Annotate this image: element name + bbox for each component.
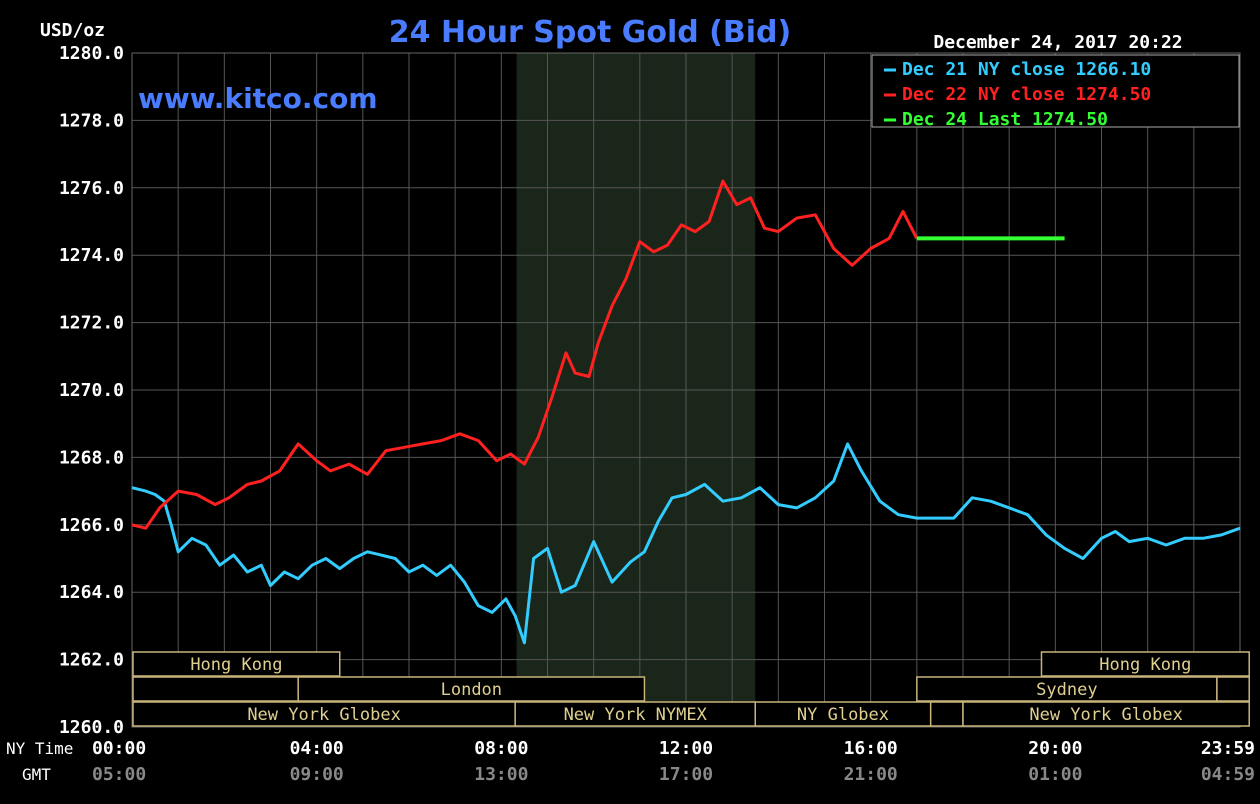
session-bar [514, 701, 757, 727]
y-tick-label: 1264.0 [59, 582, 124, 603]
y-tick-label: 1268.0 [59, 447, 124, 468]
chart-title: 24 Hour Spot Gold (Bid) [389, 15, 791, 50]
y-tick-label: 1278.0 [59, 110, 124, 131]
y-tick-label: 1266.0 [59, 515, 124, 536]
session-label: NY Globex [797, 705, 889, 725]
y-tick-label: 1262.0 [59, 650, 124, 671]
plot-border [131, 52, 1241, 728]
ny-time-row-label: NY Time [6, 739, 73, 758]
market-sessions: Hong Kong Hong Kong London Sydney New York G… [132, 651, 1250, 727]
session-label: Sydney [1036, 680, 1097, 700]
legend-entry: Dec 24 Last 1274.50 [902, 109, 1108, 130]
session-bar [132, 676, 299, 702]
x-tick-labels: 00:00 05:00 04:00 09:00 08:00 13:00 12:00 17:00… [92, 738, 1255, 785]
timestamp: December 24, 2017 20:22 [933, 32, 1182, 53]
session-bar [962, 701, 1250, 727]
x-tick-label-gmt: 21:00 [844, 764, 898, 785]
price-series [131, 179, 1241, 645]
session-label: New York NYMEX [564, 705, 708, 725]
x-tick-label-gmt: 13:00 [474, 764, 528, 785]
x-tick-label-ny: 23:59 [1201, 738, 1255, 759]
session-label: New York Globex [1029, 705, 1183, 725]
x-tick-label-gmt: 17:00 [659, 764, 713, 785]
session-bar [754, 701, 932, 727]
session-label: Hong Kong [1099, 655, 1191, 675]
watermark: www.kitco.com [138, 82, 378, 115]
x-tick-label-ny: 00:00 [92, 738, 146, 759]
session-bar [1040, 651, 1250, 677]
y-tick-labels: 1260.0 1262.0 1264.0 1266.0 1268.0 1270.0 1272… [59, 43, 124, 738]
x-tick-label-gmt: 05:00 [92, 764, 146, 785]
session-bar [929, 701, 964, 727]
x-tick-label-ny: 04:00 [290, 738, 344, 759]
session-bar [1216, 676, 1250, 702]
x-tick-label-ny: 16:00 [844, 738, 898, 759]
x-tick-label-ny: 08:00 [474, 738, 528, 759]
session-bar [297, 676, 646, 702]
x-tick-label-gmt: 09:00 [290, 764, 344, 785]
y-tick-label: 1280.0 [59, 43, 124, 64]
session-label: Hong Kong [190, 655, 282, 675]
series-line-dec-22 [131, 179, 919, 530]
legend-entry: Dec 21 NY close 1266.10 [902, 59, 1151, 80]
legend-box [871, 54, 1240, 128]
x-tick-label-ny: 12:00 [659, 738, 713, 759]
y-tick-label: 1260.0 [59, 717, 124, 738]
session-label: New York Globex [247, 705, 401, 725]
y-tick-label: 1270.0 [59, 380, 124, 401]
session-bar [132, 651, 341, 677]
x-tick-label-ny: 20:00 [1028, 738, 1082, 759]
y-axis-unit-label: USD/oz [40, 20, 105, 41]
y-tick-label: 1274.0 [59, 245, 124, 266]
x-tick-label-gmt: 01:00 [1028, 764, 1082, 785]
y-tick-label: 1276.0 [59, 178, 124, 199]
series-line-dec-21 [131, 442, 1241, 645]
legend-entry: Dec 22 NY close 1274.50 [902, 84, 1151, 105]
gmt-row-label: GMT [22, 765, 51, 784]
session-label: London [441, 680, 502, 700]
x-tick-label-gmt: 04:59 [1201, 764, 1255, 785]
y-tick-label: 1272.0 [59, 313, 124, 334]
legend: Dec 21 NY close 1266.10 Dec 22 NY close 1… [871, 54, 1240, 130]
